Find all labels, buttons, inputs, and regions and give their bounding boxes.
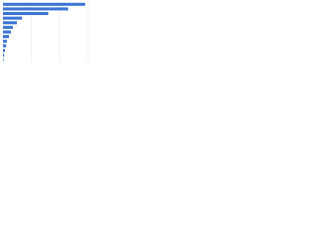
bar <box>3 35 9 39</box>
bar <box>3 12 49 16</box>
bar <box>3 44 7 48</box>
chart <box>2 2 89 62</box>
bar <box>3 58 4 62</box>
bar <box>3 21 17 25</box>
bar <box>3 7 69 11</box>
bar <box>3 16 22 20</box>
bar <box>3 48 5 52</box>
bar <box>3 2 86 6</box>
bar <box>3 53 5 57</box>
bar <box>3 25 13 29</box>
bar <box>3 39 7 43</box>
bar <box>3 30 11 34</box>
